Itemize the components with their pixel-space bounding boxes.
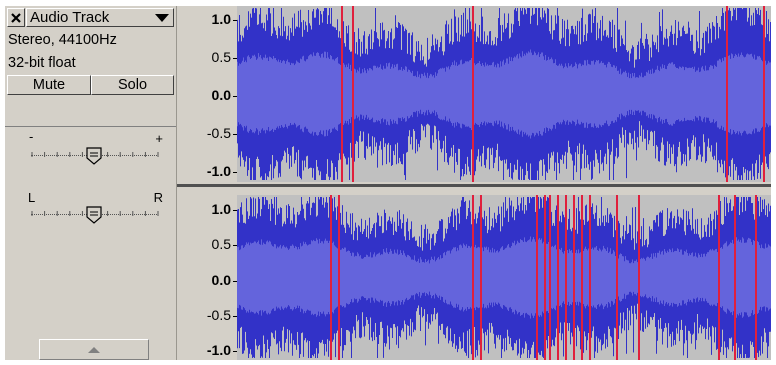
amplitude-ruler-right-channel: 1.0 0.5 0.0 -0.5 -1.0 [177, 195, 237, 360]
track-menu-button[interactable]: Audio Track [26, 8, 174, 27]
waveform-left-channel[interactable] [237, 6, 771, 182]
ruler-tick-label: -0.5 [206, 125, 231, 141]
pan-slider-thumb[interactable] [86, 206, 102, 224]
ruler-tick-label: 0.5 [211, 49, 231, 65]
gain-slider-thumb[interactable] [86, 147, 102, 165]
collapse-arrow-up-icon [88, 346, 100, 353]
clipping-marker [557, 195, 559, 360]
close-track-button[interactable] [7, 8, 25, 27]
clipping-marker [581, 195, 583, 360]
ruler-tick-mark [233, 315, 237, 317]
clipping-marker [549, 195, 551, 360]
clipping-marker [573, 195, 575, 360]
mute-button[interactable]: Mute [7, 75, 91, 95]
clipping-marker [472, 6, 474, 182]
clipping-marker [616, 195, 618, 360]
clipping-marker [763, 6, 765, 182]
ruler-tick-mark [233, 210, 237, 211]
ruler-tick-label: 1.0 [211, 201, 231, 217]
clipping-marker [718, 195, 720, 360]
ruler-tick-mark [233, 280, 237, 282]
pan-slider[interactable]: L R [25, 190, 165, 224]
track-title-bar: Audio Track [7, 8, 174, 28]
pan-left-label: L [28, 190, 36, 205]
ruler-tick-label: -1.0 [206, 342, 231, 358]
ruler-tick-mark [233, 245, 237, 247]
panel-divider [5, 126, 176, 127]
dropdown-arrow-icon [155, 14, 169, 22]
solo-button[interactable]: Solo [91, 75, 174, 95]
track-bit-depth-label: 32-bit float [8, 55, 76, 71]
ruler-tick-label: 0.5 [211, 236, 231, 253]
waveform-svg [237, 195, 771, 360]
clipping-marker [330, 195, 332, 360]
clipping-marker [544, 195, 546, 360]
clipping-marker [734, 195, 736, 360]
gain-plus-label: + [155, 131, 163, 146]
waveform-rms [237, 236, 771, 319]
ruler-tick-label: -0.5 [206, 306, 231, 323]
gain-slider[interactable]: - + [25, 129, 165, 165]
track-name: Audio Track [30, 9, 110, 26]
pan-right-label: R [153, 190, 163, 205]
clipping-marker [755, 195, 757, 360]
clipping-marker [638, 195, 640, 360]
waveform-svg [237, 6, 771, 182]
clipping-marker [472, 195, 474, 360]
clipping-marker [352, 6, 354, 182]
clipping-marker [480, 195, 482, 360]
ruler-tick-mark [233, 20, 237, 21]
collapse-track-button[interactable] [39, 339, 149, 360]
amplitude-ruler-left-channel: 1.0 0.5 0.0 -0.5 -1.0 [177, 6, 237, 182]
ruler-tick-label: 1.0 [211, 11, 231, 27]
clipping-marker [536, 195, 538, 360]
ruler-tick-mark [233, 58, 237, 59]
ruler-tick-label: -1.0 [206, 163, 231, 179]
clipping-marker [589, 195, 591, 360]
ruler-tick-label: 0.0 [211, 87, 231, 103]
ruler-tick-mark [233, 134, 237, 135]
ruler-tick-mark [233, 96, 237, 97]
track-control-panel: Audio Track Stereo, 44100Hz 32-bit float… [5, 6, 177, 360]
clipping-marker [565, 195, 567, 360]
ruler-tick-mark [233, 172, 237, 173]
channel-separator [177, 182, 771, 195]
ruler-tick-mark [233, 351, 237, 352]
clipping-marker [341, 6, 343, 182]
gain-minus-label: - [29, 129, 34, 144]
clipping-marker [726, 6, 728, 182]
waveform-right-channel[interactable] [237, 195, 771, 360]
clipping-marker [338, 195, 340, 360]
close-icon [11, 12, 21, 23]
ruler-tick-label: 0.0 [211, 271, 231, 288]
waveform-rms [237, 49, 771, 139]
audacity-track-view: Audio Track Stereo, 44100Hz 32-bit float… [5, 6, 771, 360]
track-format-label: Stereo, 44100Hz [8, 32, 117, 48]
